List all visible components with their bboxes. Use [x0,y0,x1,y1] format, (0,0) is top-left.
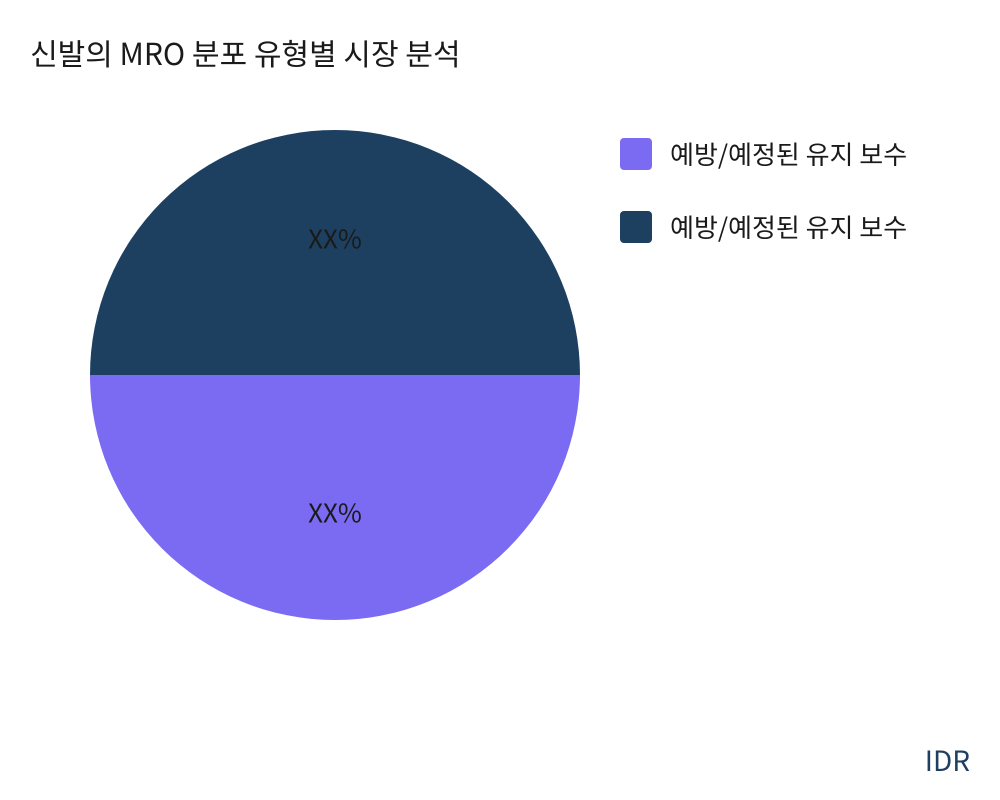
legend-item: 예방/예정된 유지 보수 [620,135,907,172]
legend: 예방/예정된 유지 보수 예방/예정된 유지 보수 [620,135,907,281]
footer-text: IDR [925,740,970,780]
slice-label-1: XX% [308,494,362,531]
pie-svg [90,130,580,620]
pie-chart: XX% XX% [90,130,580,620]
legend-item: 예방/예정된 유지 보수 [620,208,907,245]
chart-title: 신발의 MRO 분포 유형별 시장 분석 [30,30,460,74]
legend-label-0: 예방/예정된 유지 보수 [670,135,907,172]
legend-label-1: 예방/예정된 유지 보수 [670,208,907,245]
legend-swatch-0 [620,138,652,170]
legend-swatch-1 [620,211,652,243]
slice-label-0: XX% [308,219,362,256]
